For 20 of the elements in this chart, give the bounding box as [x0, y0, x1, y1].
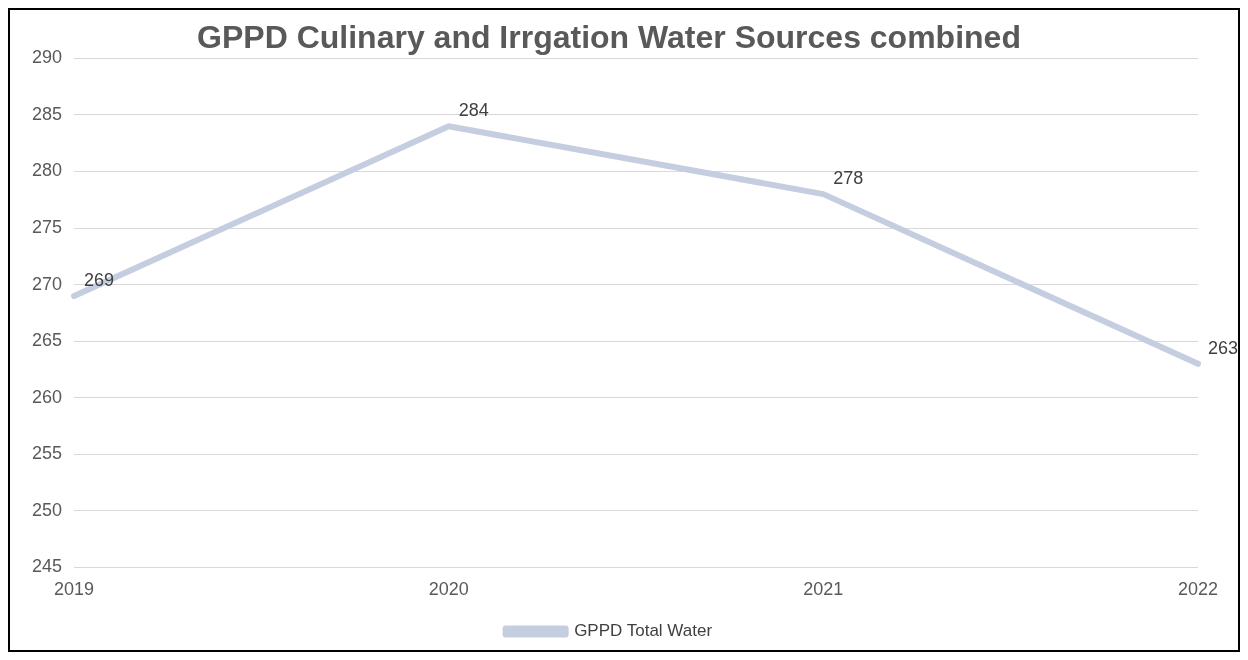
x-tick-label: 2021 — [803, 579, 844, 600]
y-tick-label: 280 — [31, 160, 63, 181]
data-label: 269 — [84, 269, 115, 290]
x-tick-label: 2022 — [1177, 579, 1219, 600]
y-tick-label: 285 — [31, 103, 63, 124]
data-label: 284 — [458, 100, 489, 121]
data-label: 278 — [833, 168, 864, 189]
chart-title: GPPD Culinary and Irrgation Water Sources combined — [197, 19, 1021, 56]
x-tick-label: 2020 — [428, 579, 469, 600]
legend-label: GPPD Total Water — [574, 621, 713, 641]
y-tick-label: 260 — [31, 386, 63, 407]
y-tick-label: 250 — [31, 499, 63, 520]
y-tick-label: 275 — [31, 217, 63, 238]
x-tick-label: 2019 — [54, 579, 95, 600]
y-tick-label: 270 — [31, 273, 63, 294]
y-tick-label: 290 — [31, 47, 63, 68]
data-label: 263 — [1208, 337, 1239, 358]
y-tick-label: 255 — [31, 443, 63, 464]
y-tick-label: 265 — [31, 330, 63, 351]
y-tick-label: 245 — [31, 556, 63, 577]
